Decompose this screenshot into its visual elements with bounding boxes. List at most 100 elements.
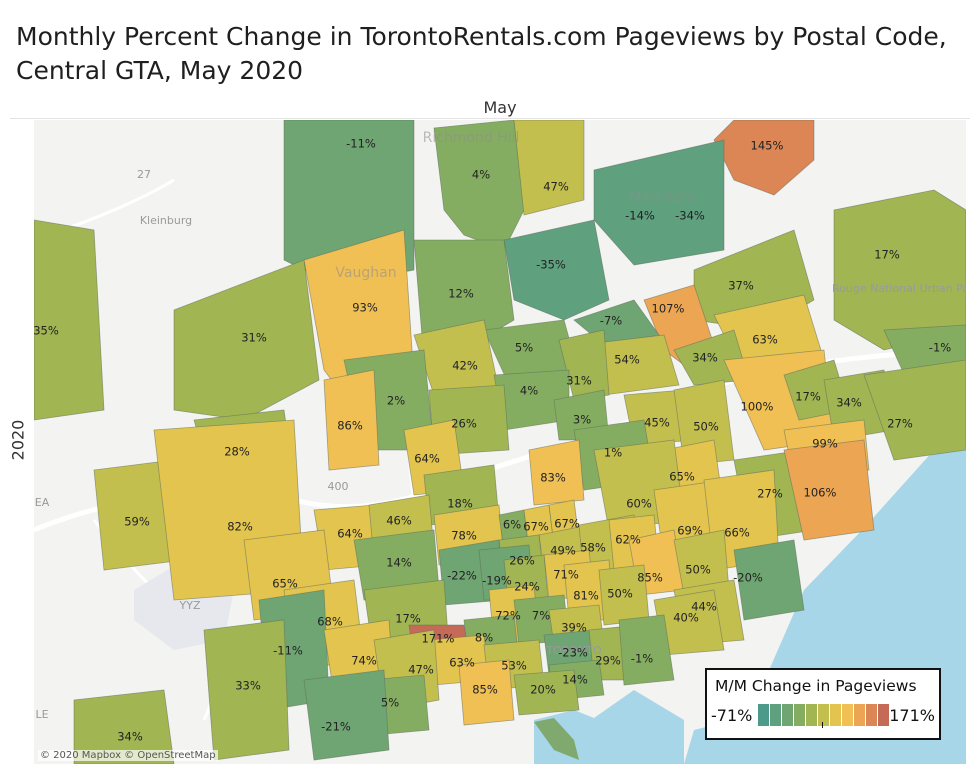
region-label-19: 34% — [692, 351, 718, 365]
chart-title-line-2: Central GTA, May 2020 — [16, 56, 304, 85]
region-label-46: 46% — [386, 514, 412, 528]
region-label-3: 145% — [751, 139, 784, 153]
postal-region-84[interactable] — [203, 619, 290, 761]
postal-region-32[interactable] — [863, 359, 966, 461]
region-label-76: 171% — [422, 632, 455, 646]
region-label-17: 5% — [515, 341, 533, 355]
postal-region-2[interactable] — [513, 120, 585, 216]
region-label-61: 85% — [637, 571, 663, 585]
postal-region-83[interactable] — [618, 614, 675, 686]
region-label-87: 85% — [472, 683, 498, 697]
region-label-29: 3% — [573, 413, 591, 427]
region-label-26: 34% — [836, 396, 862, 410]
region-label-71: 7% — [532, 609, 550, 623]
postal-region-5[interactable] — [593, 139, 725, 266]
legend-color-ramp — [758, 704, 890, 726]
region-label-36: 64% — [414, 452, 440, 466]
region-label-16: -1% — [929, 341, 951, 355]
postal-region-67[interactable] — [733, 539, 805, 621]
chart-title-line-1: Monthly Percent Change in TorontoRentals… — [16, 22, 947, 51]
region-label-84: 33% — [235, 679, 261, 693]
region-label-15: 63% — [752, 333, 778, 347]
region-label-12: 31% — [241, 331, 267, 345]
legend-swatch-6 — [830, 704, 841, 726]
postal-region-90[interactable] — [303, 669, 390, 761]
postal-region-27[interactable] — [323, 369, 380, 471]
region-label-63: 65% — [272, 577, 298, 591]
region-label-90: -21% — [321, 720, 351, 734]
postal-region-91[interactable] — [73, 689, 175, 764]
postal-region-87[interactable] — [458, 659, 515, 726]
region-label-52: 66% — [724, 526, 750, 540]
region-label-1: 4% — [472, 168, 490, 182]
map-attribution[interactable]: © 2020 Mapbox © OpenStreetMap — [38, 750, 218, 761]
legend-swatch-1 — [770, 704, 781, 726]
postal-region-8[interactable] — [34, 219, 105, 421]
region-label-9: 93% — [352, 301, 378, 315]
column-header: May — [483, 98, 517, 117]
region-label-83: -1% — [631, 652, 653, 666]
postal-region-37[interactable] — [528, 439, 585, 506]
legend-swatch-8 — [854, 704, 865, 726]
region-value-labels: -11% 4% 47% 145% -14% -34% -35% 17% 35% 93% 12% 37%… — [34, 137, 951, 744]
region-label-22: 4% — [520, 384, 538, 398]
region-label-91: 34% — [117, 730, 143, 744]
region-label-32: 27% — [887, 417, 913, 431]
region-label-57: 26% — [509, 554, 535, 568]
legend-swatch-10 — [878, 704, 889, 726]
region-label-39: 18% — [447, 497, 473, 511]
region-label-78: -23% — [558, 646, 588, 660]
region-label-89: 5% — [381, 696, 399, 710]
postal-region-6[interactable] — [503, 219, 610, 321]
region-label-50: 67% — [554, 517, 580, 531]
place-rouge-park: Rouge National Urban Park — [832, 282, 966, 295]
region-label-59: -19% — [482, 574, 512, 588]
region-label-10: 12% — [448, 287, 474, 301]
place-kleinburg: Kleinburg — [140, 214, 192, 227]
region-label-35: 99% — [812, 437, 838, 451]
region-label-67: -20% — [733, 571, 763, 585]
place-vaughan: Vaughan — [335, 265, 396, 281]
legend-max-label: 171% — [889, 706, 935, 725]
postal-region-42[interactable] — [783, 439, 875, 541]
region-label-54: 58% — [580, 541, 606, 555]
map-canvas[interactable]: Richmond Hill Markham Vaughan Kleinburg … — [34, 120, 966, 764]
postal-region-12[interactable] — [173, 259, 320, 421]
region-label-85: 47% — [408, 663, 434, 677]
choropleth-map[interactable]: Richmond Hill Markham Vaughan Kleinburg … — [34, 120, 966, 764]
region-label-82: 29% — [595, 654, 621, 668]
region-label-42: 106% — [804, 486, 837, 500]
region-label-21: 31% — [566, 374, 592, 388]
postal-region-88[interactable] — [513, 669, 580, 716]
region-label-70: 72% — [495, 609, 521, 623]
row-header: 2020 — [6, 410, 30, 470]
region-label-8: 35% — [34, 324, 59, 338]
region-label-77: 8% — [475, 631, 493, 645]
region-label-40: 60% — [626, 497, 652, 511]
region-label-41: 27% — [757, 487, 783, 501]
legend-swatch-7 — [842, 704, 853, 726]
legend-swatch-0 — [758, 704, 769, 726]
highway-shield-27: 27 — [137, 168, 151, 181]
region-label-45: 64% — [337, 527, 363, 541]
region-label-18: 54% — [614, 353, 640, 367]
region-label-69: 17% — [395, 612, 421, 626]
place-airport: YYZ — [179, 599, 201, 612]
highway-shield-400: 400 — [328, 480, 349, 493]
region-label-31: 50% — [693, 420, 719, 434]
postal-region-3[interactable] — [713, 120, 815, 196]
postal-region-7[interactable] — [833, 189, 966, 351]
region-label-24: 100% — [741, 400, 774, 414]
region-label-73: 44% — [691, 600, 717, 614]
region-label-48: 6% — [503, 518, 521, 532]
region-label-79: 74% — [351, 654, 377, 668]
region-label-55: 62% — [615, 533, 641, 547]
place-markham: Markham — [629, 190, 695, 206]
row-header-label: 2020 — [8, 419, 28, 461]
toronto-islands — [534, 718, 579, 760]
postal-code-regions[interactable] — [34, 120, 966, 764]
region-label-68: 68% — [317, 615, 343, 629]
region-label-51: 69% — [677, 524, 703, 538]
region-label-37: 83% — [540, 471, 566, 485]
legend-swatch-3 — [794, 704, 805, 726]
